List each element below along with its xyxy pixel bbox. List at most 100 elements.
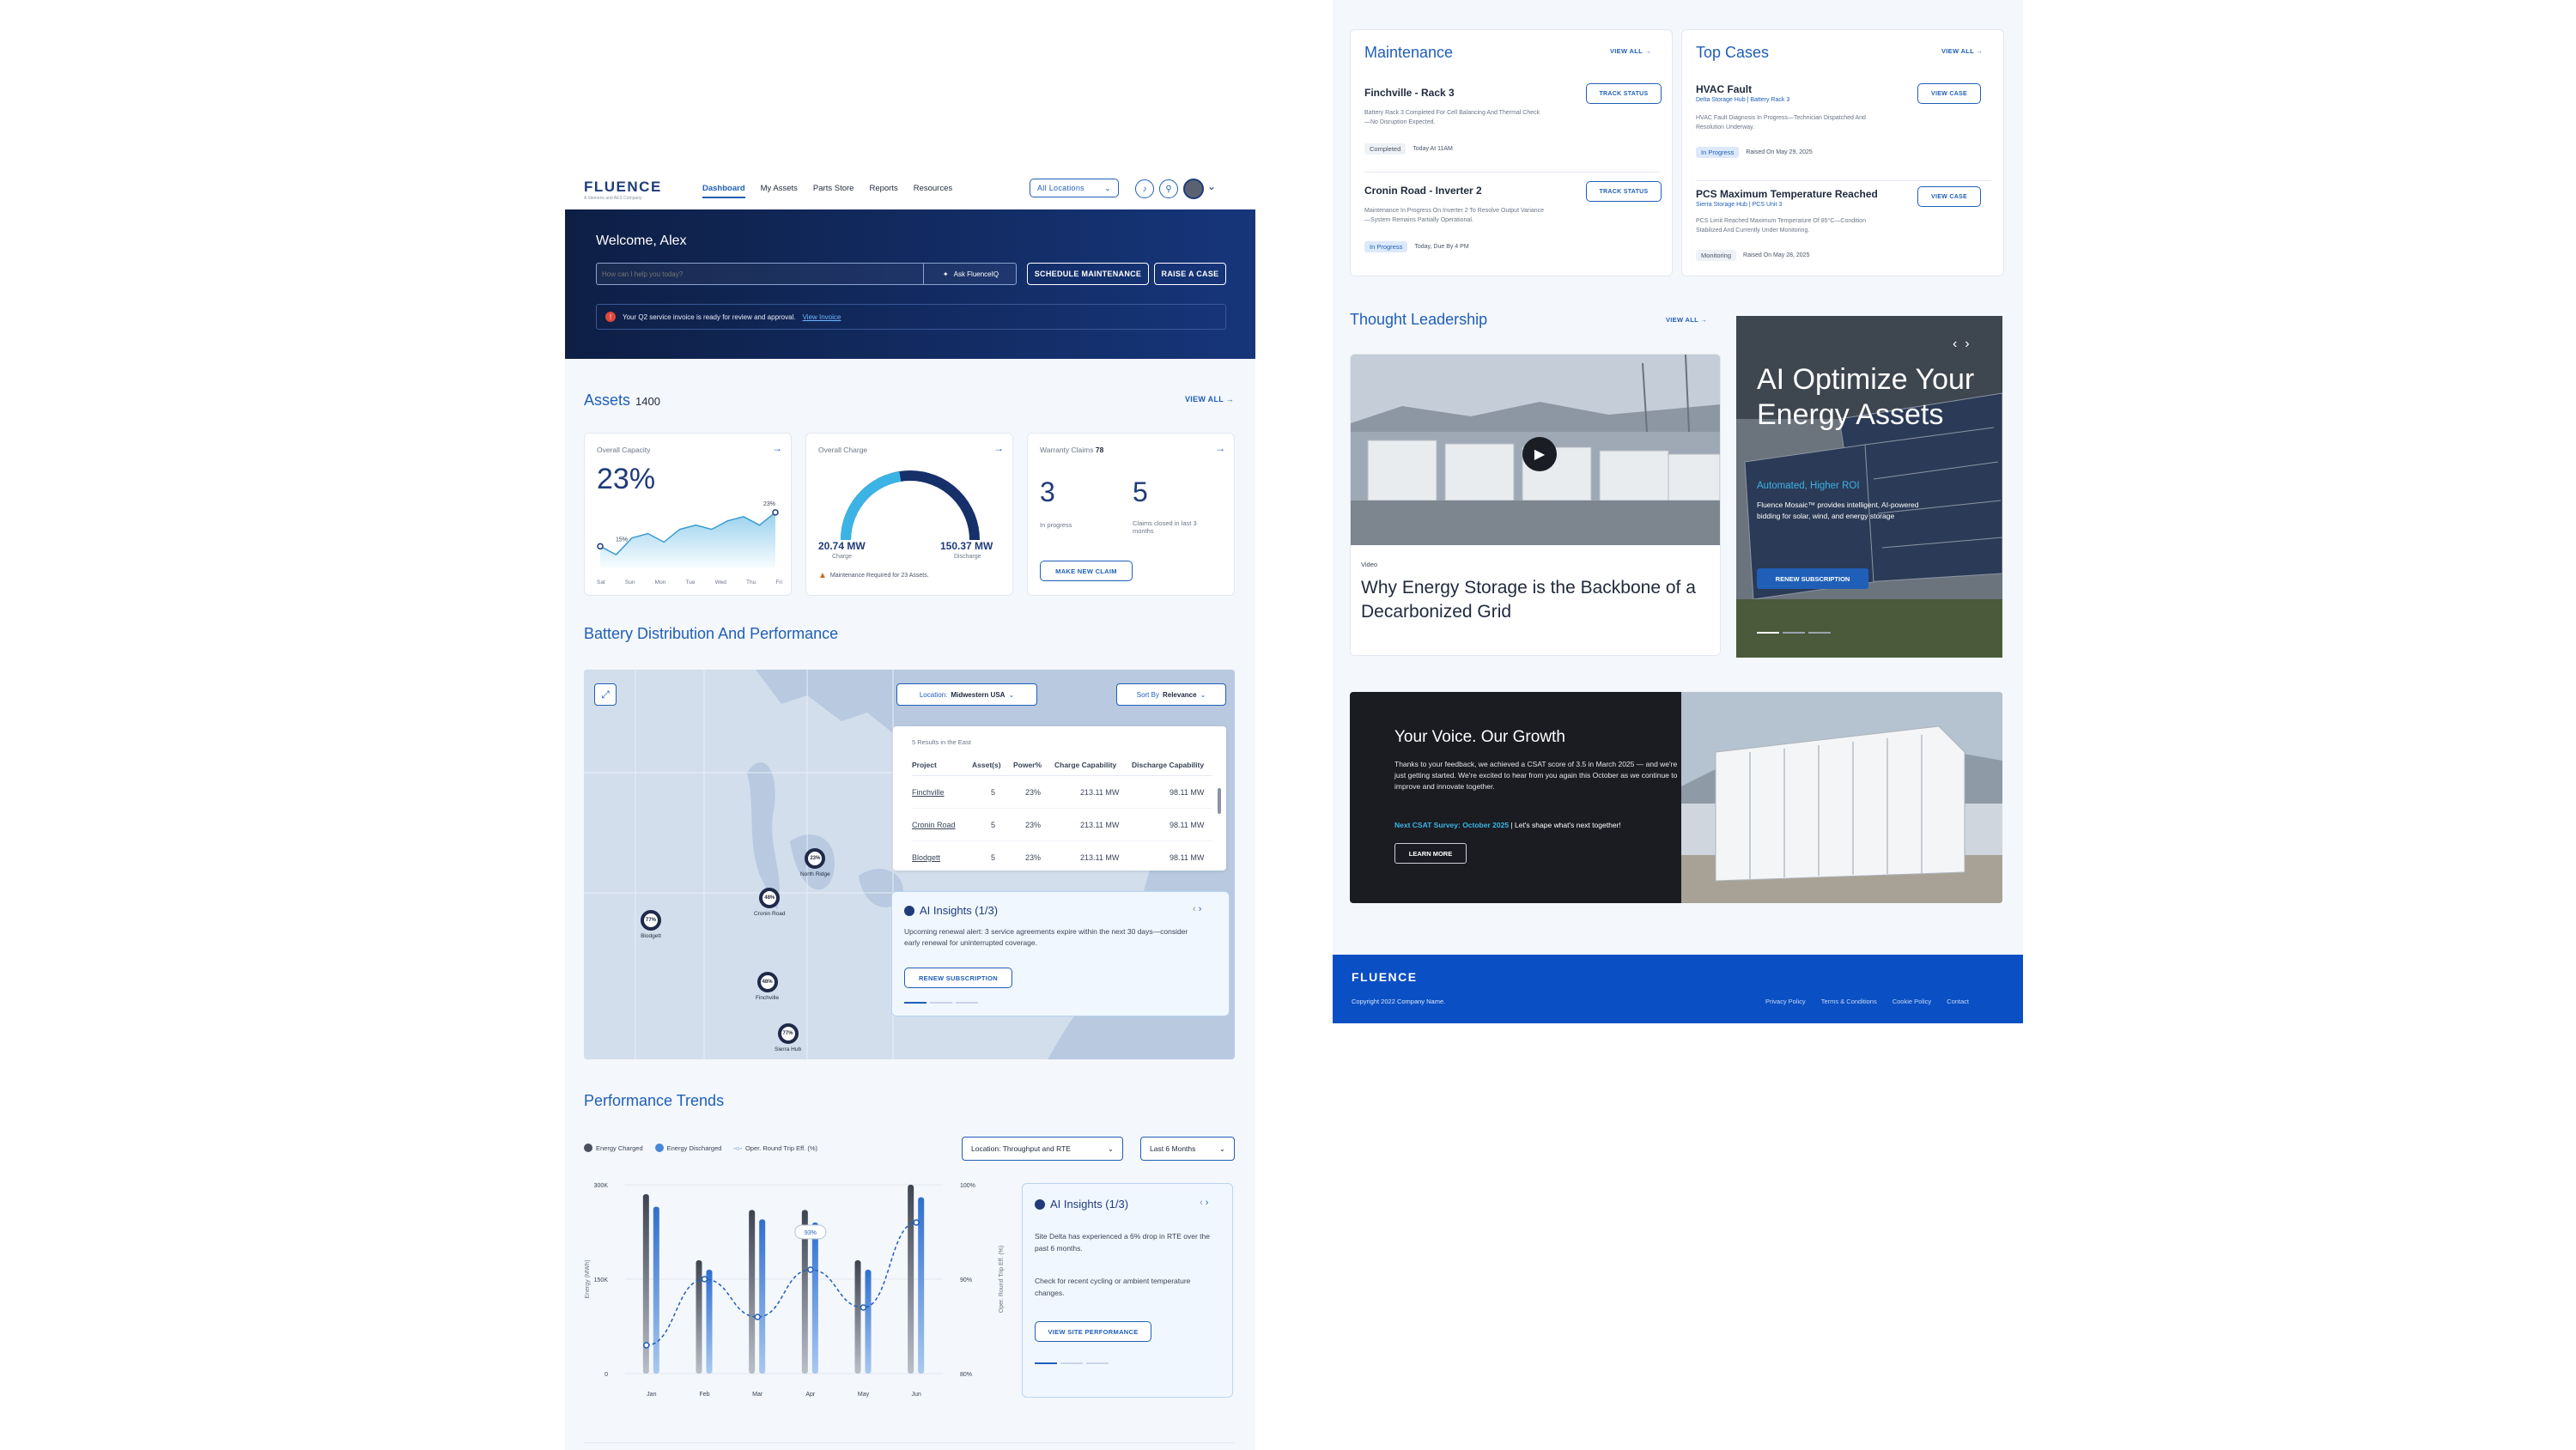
charge-card[interactable]: Overall Charge → 20.74 MW Charge 150.37 … xyxy=(805,433,1013,596)
y-tick-label: 0 xyxy=(605,1372,608,1378)
carousel-dots[interactable] xyxy=(1757,632,1831,634)
maintenance-item[interactable]: Finchville - Rack 3 Track Status Battery… xyxy=(1364,83,1662,173)
nav-dashboard[interactable]: Dashboard xyxy=(702,184,745,198)
avatar-chevron-icon[interactable]: ⌄ xyxy=(1207,180,1217,192)
project-link[interactable]: Finchville xyxy=(912,788,945,797)
promo-renew-button[interactable]: Renew Subscription xyxy=(1757,568,1868,589)
expand-icon[interactable]: ⤢ xyxy=(594,683,617,706)
ai-nav[interactable]: ‹ › xyxy=(1200,1198,1209,1208)
carousel-dots[interactable] xyxy=(1035,1362,1109,1364)
charge-label-sub: Charge xyxy=(832,554,852,560)
view-case-button[interactable]: View Case xyxy=(1917,186,1981,207)
charge-gauge xyxy=(841,470,980,541)
item-desc: Maintenance In Progress On Inverter 2 To… xyxy=(1364,208,1545,223)
map-pin-blodgett[interactable]: 77% Blodgett xyxy=(641,910,661,939)
map-pin-finchville[interactable]: 48% Finchville xyxy=(756,972,779,1001)
terms-link[interactable]: Terms & Conditions xyxy=(1820,998,1877,1005)
view-all-label: VIEW ALL xyxy=(1666,316,1698,324)
charge-gauge-fill xyxy=(841,470,902,541)
nav-resources[interactable]: Resources xyxy=(913,184,953,193)
footer-copyright: Copyright 2022 Company Name. xyxy=(1352,998,1446,1005)
item-date: Today, Due By 4 PM xyxy=(1414,244,1469,250)
perf-range-select[interactable]: Last 6 Months ⌄ xyxy=(1140,1137,1235,1161)
view-site-performance-button[interactable]: View Site Performance xyxy=(1035,1321,1151,1342)
warranty-label: Warranty Claims 78 xyxy=(1040,446,1103,454)
map-pin-north-ridge[interactable]: 23% North Ridge xyxy=(800,848,830,877)
discharge-value: 150.37 MW xyxy=(940,540,993,552)
play-icon[interactable]: ▶ xyxy=(1522,437,1557,471)
privacy-link[interactable]: Privacy Policy xyxy=(1765,998,1806,1005)
cases-view-all[interactable]: VIEW ALL → xyxy=(1941,47,1984,55)
ask-button[interactable]: ✦ Ask FluenceIQ xyxy=(923,264,1018,284)
project-link[interactable]: Cronin Road xyxy=(912,821,956,829)
raise-case-button[interactable]: Raise a Case xyxy=(1154,263,1226,285)
table-row[interactable]: Finchville 5 23% 213.11 MW 98.11 MW xyxy=(912,788,1212,809)
sort-filter[interactable]: Sort By Relevance ⌄ xyxy=(1116,683,1226,706)
promo-nav[interactable]: ‹ › xyxy=(1953,337,1970,351)
location-select[interactable]: All Locations ⌄ xyxy=(1030,179,1119,197)
bell-icon[interactable]: ♪ xyxy=(1135,179,1154,198)
warranty-card[interactable]: Warranty Claims 78 → 3 In progress 5 Cla… xyxy=(1027,433,1235,596)
project-link[interactable]: Blodgett xyxy=(912,853,941,862)
maintenance-item[interactable]: Cronin Road - Inverter 2 Track Status Ma… xyxy=(1364,181,1662,270)
make-new-claim-button[interactable]: Make New Claim xyxy=(1040,561,1133,581)
table-scrollbar[interactable] xyxy=(1218,788,1221,814)
cell: 5 xyxy=(991,853,996,862)
ai-nav[interactable]: ‹ › xyxy=(1193,904,1202,914)
cookie-link[interactable]: Cookie Policy xyxy=(1892,998,1932,1005)
schedule-maintenance-button[interactable]: Schedule Maintenance xyxy=(1027,263,1149,285)
arrow-right-icon[interactable]: → xyxy=(1215,442,1225,454)
case-site: Delta Storage Hub xyxy=(1696,97,1746,103)
arrow-right-icon[interactable]: → xyxy=(772,442,782,454)
view-all-label: VIEW ALL xyxy=(1185,395,1224,403)
assistant-search[interactable]: ✦ Ask FluenceIQ xyxy=(596,263,1017,285)
table-header: Project Asset(s) Power% Charge Capabilit… xyxy=(912,761,1212,776)
view-invoice-link[interactable]: View Invoice xyxy=(802,312,841,321)
highlight-label: 93% xyxy=(805,1230,817,1236)
renew-subscription-button[interactable]: Renew Subscription xyxy=(904,968,1012,988)
table-row[interactable]: Blodgett 5 23% 213.11 MW 98.11 MW xyxy=(912,853,1212,871)
warning-icon: ▲ xyxy=(818,571,827,580)
assets-view-all[interactable]: VIEW ALL → xyxy=(1185,395,1235,403)
footer-logo[interactable]: FLUENCE xyxy=(1352,970,1418,984)
track-status-button[interactable]: Track Status xyxy=(1586,181,1662,202)
next-section-stub xyxy=(584,1442,1235,1450)
track-status-button[interactable]: Track Status xyxy=(1586,83,1662,104)
cell: 98.11 MW xyxy=(1170,788,1205,797)
avatar[interactable] xyxy=(1183,179,1204,199)
view-case-button[interactable]: View Case xyxy=(1917,83,1981,104)
pin-percent: 48% xyxy=(764,895,775,901)
case-desc: PCS Limit Reached Maximum Temperature Of… xyxy=(1696,218,1866,234)
nav-reports[interactable]: Reports xyxy=(869,184,898,193)
table-row[interactable]: Cronin Road 5 23% 213.11 MW 98.11 MW xyxy=(912,821,1212,841)
thought-view-all[interactable]: VIEW ALL → xyxy=(1666,316,1708,324)
case-item[interactable]: HVAC Fault Delta Storage Hub | Battery R… xyxy=(1696,83,1991,181)
carousel-dots[interactable] xyxy=(904,1002,978,1004)
warranty-count: 78 xyxy=(1095,446,1104,454)
contact-link[interactable]: Contact xyxy=(1947,998,1970,1005)
location-filter[interactable]: Location: Midwestern USA ⌄ xyxy=(896,683,1037,706)
map-pin-sierra-hub[interactable]: 77% Sierra Hub xyxy=(775,1023,801,1053)
maintenance-view-all[interactable]: VIEW ALL → xyxy=(1610,47,1652,55)
status-badge: Completed xyxy=(1364,143,1406,155)
capacity-card[interactable]: Overall Capacity → 23% 15% 23% Sat Sun Mon… xyxy=(584,433,792,596)
day-label: Wed xyxy=(714,579,726,585)
logo[interactable]: FLUENCE A Siemens and AES Company xyxy=(584,179,662,201)
video-card[interactable]: ▶ Video Why Energy Storage is the Backbo… xyxy=(1350,354,1721,656)
video-tag: Video xyxy=(1361,561,1378,568)
cell: 213.11 MW xyxy=(1080,788,1120,797)
search-icon[interactable]: ⚲ xyxy=(1159,179,1178,198)
battery-title: Battery Distribution And Performance xyxy=(584,625,839,642)
arrow-right-icon[interactable]: → xyxy=(993,442,1004,454)
search-input[interactable] xyxy=(602,267,911,281)
perf-location-select[interactable]: Location: Throughput and RTE ⌄ xyxy=(962,1137,1123,1161)
map-pin-cronin-road[interactable]: 48% Cronin Road xyxy=(754,888,786,917)
nav-parts-store[interactable]: Parts Store xyxy=(812,184,854,193)
learn-more-button[interactable]: Learn More xyxy=(1394,843,1467,864)
nav-my-assets[interactable]: My Assets xyxy=(760,184,798,193)
case-item[interactable]: PCS Maximum Temperature Reached Sierra S… xyxy=(1696,186,1991,276)
chevron-down-icon: ⌄ xyxy=(1008,690,1015,699)
cell: 213.11 MW xyxy=(1080,821,1120,829)
legend-discharged: Energy Discharged xyxy=(654,1144,721,1152)
solar-panels-image xyxy=(1736,316,2002,658)
